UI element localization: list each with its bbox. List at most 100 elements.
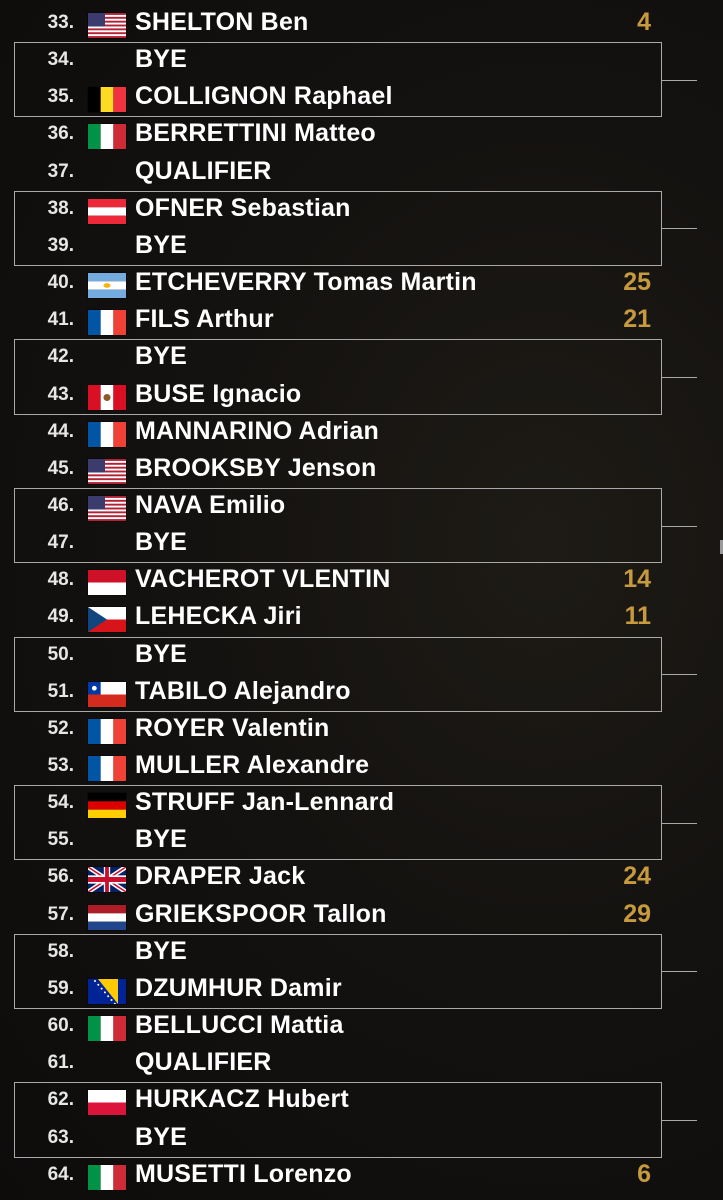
player-name[interactable]: BYE: [135, 936, 188, 965]
player-name[interactable]: MUSETTI Lorenzo: [135, 1159, 352, 1188]
scroll-edge-marker[interactable]: [720, 540, 723, 554]
player-name[interactable]: QUALIFIER: [135, 1048, 272, 1077]
player-name[interactable]: BROOKSBY Jenson: [135, 453, 377, 482]
draw-row: 41. FILS Arthur 21: [0, 301, 723, 338]
bracket-match-box: [14, 487, 662, 564]
draw-position-number: 57.: [47, 903, 74, 925]
player-name[interactable]: BELLUCCI Mattia: [135, 1011, 344, 1040]
draw-row: 38. OFNER Sebastian: [0, 190, 723, 227]
bracket-match-box: [14, 1082, 662, 1158]
draw-position-number: 37.: [47, 160, 74, 182]
draw-position-number: 64.: [47, 1163, 74, 1185]
player-name[interactable]: BYE: [135, 639, 188, 668]
draw-position-number: 51.: [47, 680, 74, 702]
draw-row: 42. BYE: [0, 338, 723, 375]
player-name[interactable]: FILS Arthur: [135, 305, 274, 334]
draw-row: 56. DRAPER Jack 24: [0, 858, 723, 895]
monaco-flag: [88, 570, 126, 596]
italy-flag: [88, 1164, 126, 1190]
bracket-match-box: [14, 636, 662, 712]
draw-position-number: 49.: [47, 606, 74, 628]
italy-flag: [88, 1016, 126, 1042]
draw-row: 58. BYE: [0, 933, 723, 970]
bracket-connector-line: [662, 674, 697, 676]
player-name[interactable]: DZUMHUR Damir: [135, 973, 342, 1002]
player-name[interactable]: LEHECKA Jiri: [135, 602, 302, 631]
player-name[interactable]: BUSE Ignacio: [135, 379, 302, 408]
player-name[interactable]: STRUFF Jan-Lennard: [135, 788, 395, 817]
draw-row: 60. BELLUCCI Mattia: [0, 1007, 723, 1044]
draw-position-number: 38.: [47, 197, 74, 219]
uk-flag: [88, 867, 126, 893]
player-name[interactable]: GRIEKSPOOR Tallon: [135, 899, 387, 928]
draw-position-number: 46.: [47, 494, 74, 516]
draw-position-number: 33.: [47, 12, 74, 33]
player-name[interactable]: BYE: [135, 528, 188, 557]
draw-position-number: 40.: [47, 272, 74, 294]
draw-position-number: 45.: [47, 457, 74, 479]
argentina-flag: [88, 273, 126, 299]
draw-row: 36. BERRETTINI Matteo: [0, 115, 723, 152]
player-name[interactable]: MANNARINO Adrian: [135, 416, 379, 445]
player-name[interactable]: BYE: [135, 825, 188, 854]
draw-position-number: 52.: [47, 717, 74, 739]
draw-position-number: 47.: [47, 532, 74, 554]
draw-position-number: 54.: [47, 792, 74, 814]
seed-number: 24: [623, 862, 651, 891]
draw-row: 47. BYE: [0, 524, 723, 561]
bracket-connector-line: [662, 822, 697, 824]
player-name[interactable]: OFNER Sebastian: [135, 193, 351, 222]
draw-position-number: 44.: [47, 420, 74, 442]
player-name[interactable]: QUALIFIER: [135, 156, 272, 185]
player-name[interactable]: BERRETTINI Matteo: [135, 119, 376, 148]
seed-number: 25: [623, 268, 651, 297]
draw-position-number: 50.: [47, 643, 74, 665]
player-name[interactable]: VACHEROT VLENTIN: [135, 565, 391, 594]
player-name[interactable]: HURKACZ Hubert: [135, 1085, 349, 1114]
draw-position-number: 41.: [47, 309, 74, 331]
usa-flag: [88, 495, 126, 521]
draw-row: 48. VACHEROT VLENTIN 14: [0, 561, 723, 598]
player-name[interactable]: BYE: [135, 342, 188, 371]
draw-row: 35. COLLIGNON Raphael: [0, 78, 723, 115]
draw-position-number: 48.: [47, 569, 74, 591]
draw-row: 49. LEHECKA Jiri 11: [0, 598, 723, 635]
seed-number: 29: [623, 899, 651, 928]
player-name[interactable]: ETCHEVERRY Tomas Martin: [135, 268, 477, 297]
player-name[interactable]: COLLIGNON Raphael: [135, 82, 393, 111]
draw-row: 40. ETCHEVERRY Tomas Martin 25: [0, 264, 723, 301]
player-name[interactable]: SHELTON Ben: [135, 8, 309, 36]
seed-number: 14: [623, 565, 651, 594]
usa-flag: [88, 13, 126, 38]
player-name[interactable]: BYE: [135, 1122, 188, 1151]
bracket-match-box: [14, 190, 662, 267]
draw-position-number: 53.: [47, 755, 74, 776]
draw-row: 64. MUSETTI Lorenzo 6: [0, 1156, 723, 1193]
draw-row: 54. STRUFF Jan-Lennard: [0, 784, 723, 821]
draw-position-number: 59.: [47, 977, 74, 999]
player-name[interactable]: ROYER Valentin: [135, 713, 330, 742]
draw-row: 62. HURKACZ Hubert: [0, 1081, 723, 1118]
netherlands-flag: [88, 904, 126, 930]
draw-row: 55. BYE: [0, 821, 723, 858]
draw-position-number: 62.: [47, 1089, 74, 1111]
draw-row: 57. GRIEKSPOOR Tallon 29: [0, 896, 723, 933]
player-name[interactable]: BYE: [135, 230, 188, 259]
austria-flag: [88, 198, 126, 224]
seed-number: 6: [637, 1159, 651, 1188]
draw-row: 61. QUALIFIER: [0, 1044, 723, 1081]
draw-position-number: 43.: [47, 383, 74, 405]
player-name[interactable]: TABILO Alejandro: [135, 676, 351, 705]
bracket-connector-line: [662, 228, 697, 230]
player-name[interactable]: BYE: [135, 45, 188, 74]
bracket-connector-line: [662, 377, 697, 378]
player-name[interactable]: MULLER Alexandre: [135, 751, 370, 779]
player-name[interactable]: NAVA Emilio: [135, 490, 286, 519]
draw-position-number: 60.: [47, 1015, 74, 1037]
bracket-connector-line: [662, 79, 697, 81]
player-name[interactable]: DRAPER Jack: [135, 862, 306, 891]
seed-number: 4: [637, 8, 651, 36]
draw-row: 33. SHELTON Ben 4: [0, 4, 723, 41]
draw-row: 44. MANNARINO Adrian: [0, 413, 723, 450]
